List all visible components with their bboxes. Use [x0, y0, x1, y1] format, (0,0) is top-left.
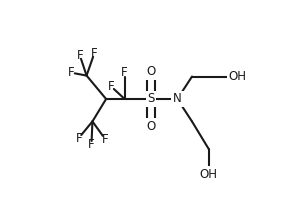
Text: S: S	[147, 92, 155, 106]
Text: O: O	[146, 65, 156, 78]
Text: OH: OH	[229, 70, 247, 83]
Text: F: F	[76, 49, 83, 62]
Text: F: F	[88, 138, 95, 151]
Text: N: N	[173, 92, 182, 106]
Text: F: F	[121, 66, 128, 79]
Text: F: F	[102, 132, 108, 146]
Text: F: F	[91, 47, 98, 60]
Text: O: O	[146, 120, 156, 133]
Text: F: F	[108, 80, 114, 93]
Text: OH: OH	[200, 168, 217, 181]
Text: F: F	[68, 66, 74, 79]
Text: F: F	[76, 131, 82, 145]
